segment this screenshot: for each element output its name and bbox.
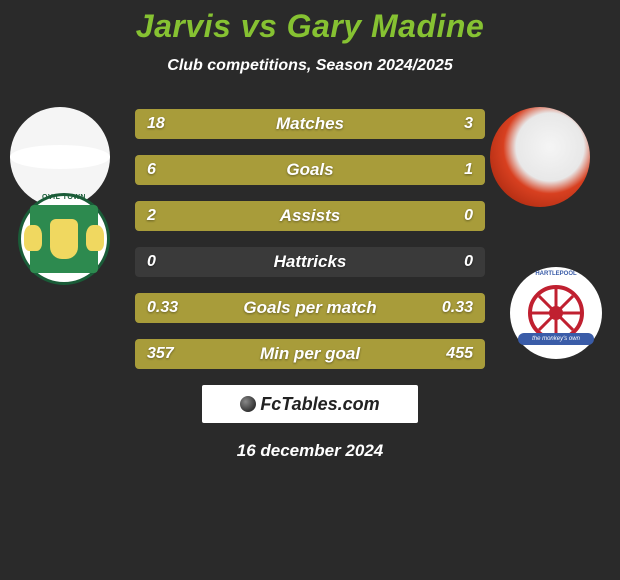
stat-row: 357455Min per goal	[135, 339, 485, 369]
watermark: FcTables.com	[202, 385, 418, 423]
watermark-text: FcTables.com	[260, 394, 379, 415]
stat-row: 0.330.33Goals per match	[135, 293, 485, 323]
player-photo-left	[10, 107, 110, 207]
club-left-shield-icon	[50, 219, 78, 259]
club-right-band-text: the monkey's own	[518, 333, 594, 345]
stat-label: Min per goal	[135, 339, 485, 369]
stat-row: 20Assists	[135, 201, 485, 231]
ball-icon	[240, 396, 256, 412]
stat-label: Goals per match	[135, 293, 485, 323]
club-right-arc-text: HARTLEPOOL	[510, 271, 602, 277]
player-photo-right	[490, 107, 590, 207]
stat-label: Assists	[135, 201, 485, 231]
date-text: 16 december 2024	[0, 441, 620, 461]
stat-row: 00Hattricks	[135, 247, 485, 277]
club-left-text: OVIL TOWN	[21, 194, 107, 201]
club-left-inner	[30, 205, 98, 273]
stat-bars: 183Matches 61Goals 20Assists 00Hattricks 0.3…	[135, 105, 485, 369]
club-left-lion-icon	[24, 225, 42, 251]
club-logo-left: OVIL TOWN	[18, 193, 110, 285]
stat-label: Matches	[135, 109, 485, 139]
club-logo-right: HARTLEPOOL the monkey's own	[510, 267, 602, 359]
comparison-area: OVIL TOWN HARTLEPOOL the monkey's own 18…	[0, 105, 620, 369]
stat-row: 61Goals	[135, 155, 485, 185]
club-left-lion-icon	[86, 225, 104, 251]
subtitle: Club competitions, Season 2024/2025	[0, 57, 620, 75]
stat-label: Goals	[135, 155, 485, 185]
spoke-icon	[555, 312, 574, 331]
stat-label: Hattricks	[135, 247, 485, 277]
page-title: Jarvis vs Gary Madine	[0, 0, 620, 45]
stat-row: 183Matches	[135, 109, 485, 139]
